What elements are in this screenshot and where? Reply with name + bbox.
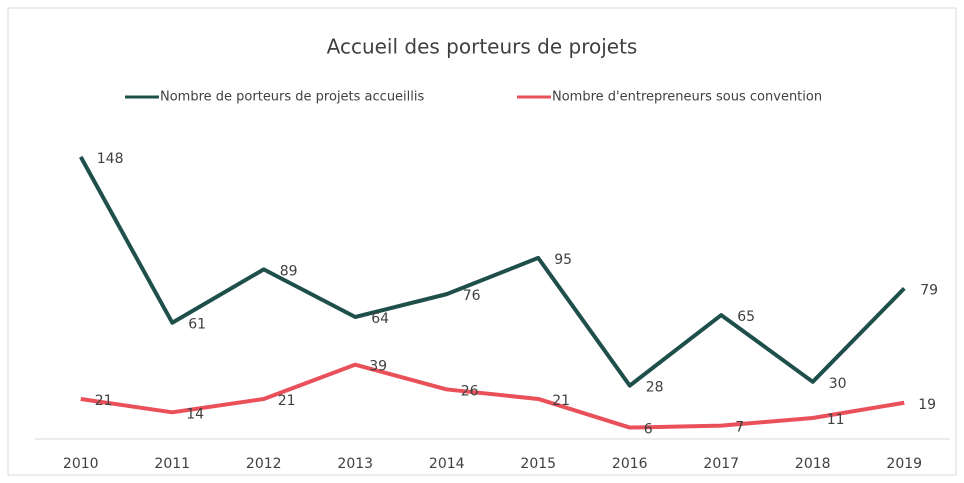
chart-title: Accueil des porteurs de projets [327,35,638,59]
data-label: 30 [829,376,847,392]
data-label: 76 [463,288,481,304]
legend-label: Nombre de porteurs de projets accueillis [160,90,425,105]
data-label: 21 [552,393,570,409]
data-label: 148 [97,151,124,167]
legend-label: Nombre d'entrepreneurs sous convention [552,90,822,105]
x-tick-label: 2015 [520,456,556,472]
chart-frame [7,7,957,476]
data-label: 28 [646,380,664,396]
data-label: 6 [644,422,653,438]
x-tick-label: 2013 [337,456,373,472]
data-label: 14 [186,406,204,422]
x-tick-label: 2017 [703,456,739,472]
x-tick-label: 2012 [246,456,282,472]
data-label: 64 [371,311,389,327]
data-label: 65 [737,309,755,325]
data-label: 7 [735,420,744,436]
data-label: 39 [369,359,387,375]
data-label: 79 [920,282,938,298]
data-label: 61 [188,317,206,333]
x-tick-label: 2014 [429,456,465,472]
data-label: 11 [827,412,845,428]
data-label: 21 [278,393,296,409]
series-line [80,362,905,430]
data-label: 21 [95,393,113,409]
data-label: 26 [461,383,479,399]
data-label: 89 [280,263,298,279]
x-tick-label: 2019 [886,456,922,472]
series-line [78,155,906,388]
x-tick-label: 2010 [63,456,99,472]
data-label: 19 [918,397,936,413]
x-tick-label: 2016 [612,456,648,472]
data-label: 95 [554,252,572,268]
x-tick-label: 2018 [795,456,831,472]
x-tick-label: 2011 [154,456,190,472]
